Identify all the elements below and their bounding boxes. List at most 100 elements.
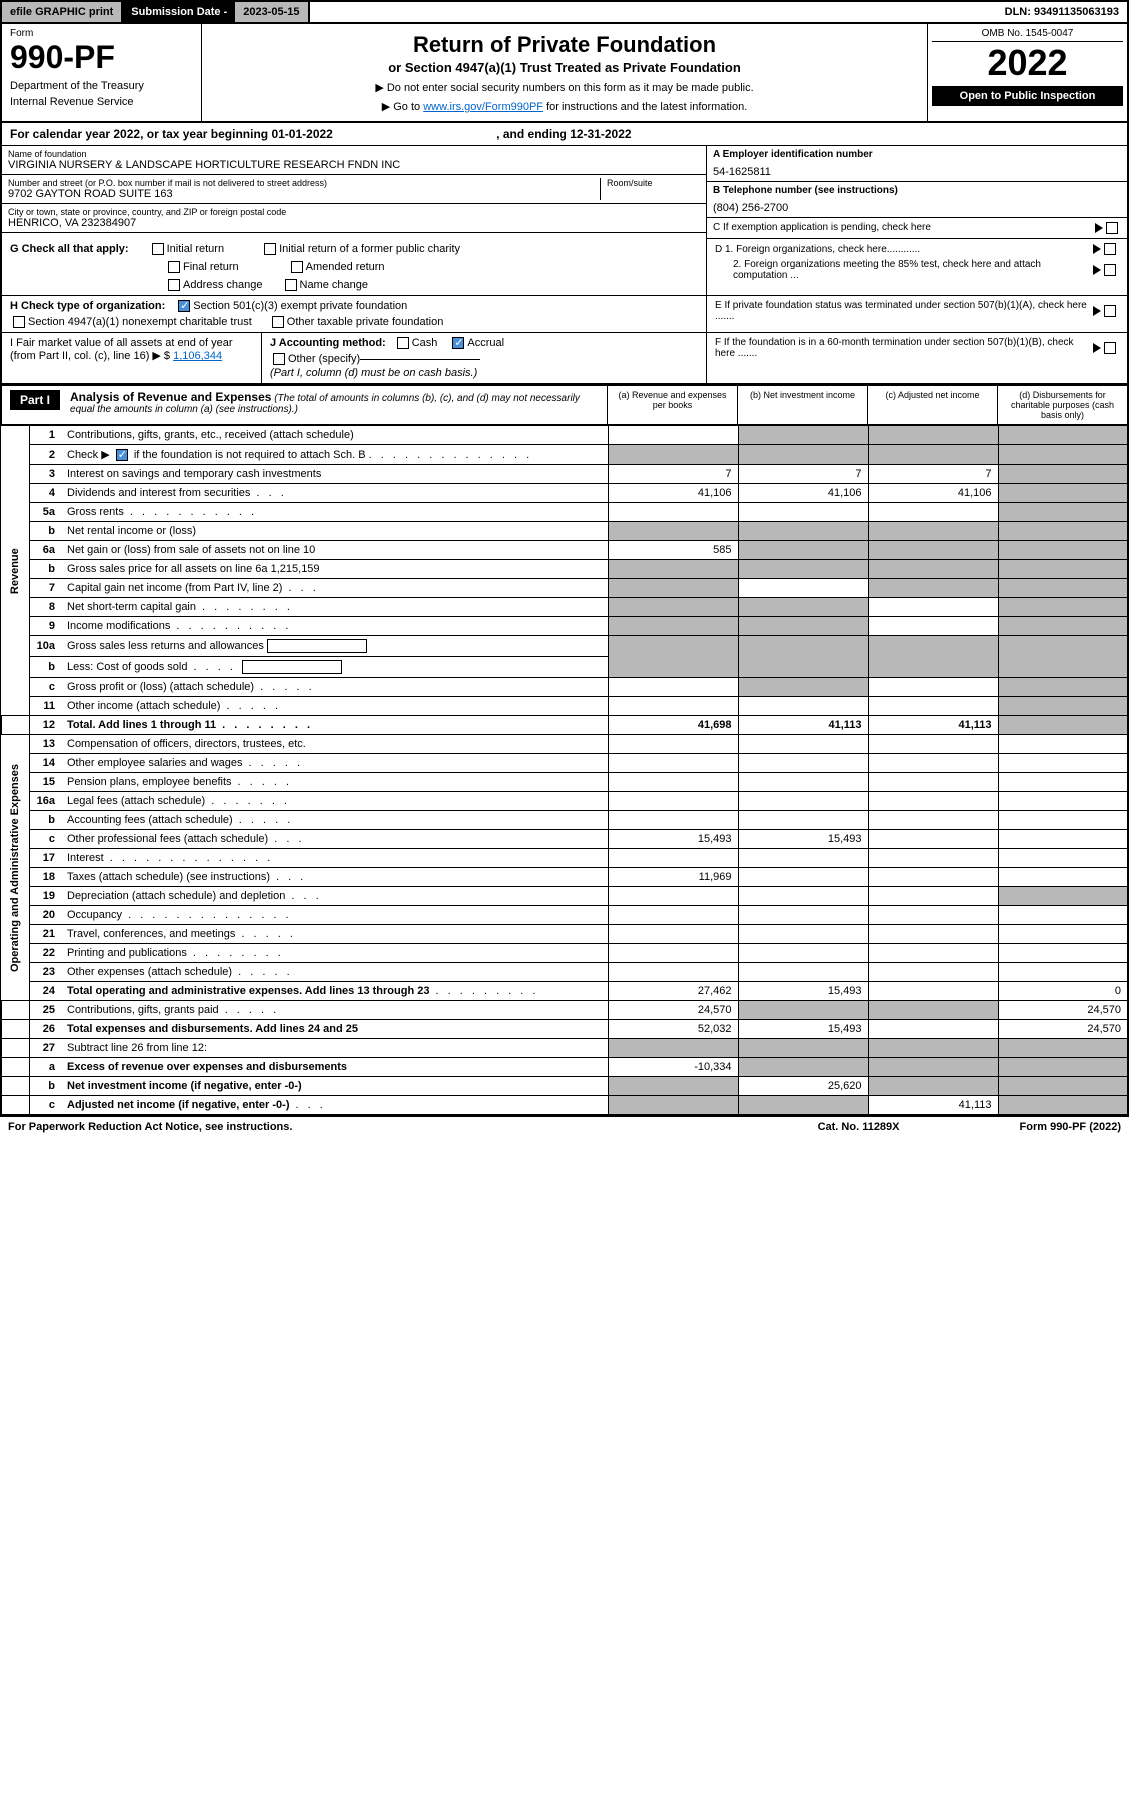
row-num: 2 [29, 445, 61, 465]
h-label: H Check type of organization: [10, 300, 165, 312]
e-section: E If private foundation status was termi… [707, 296, 1127, 332]
accrual-checkbox[interactable] [452, 337, 464, 349]
header-center: Return of Private Foundation or Section … [202, 24, 927, 121]
row-desc: Compensation of officers, directors, tru… [61, 735, 608, 754]
exemption-checkbox[interactable] [1106, 222, 1118, 234]
row-desc: Printing and publications [67, 947, 187, 959]
row-num: a [29, 1058, 61, 1077]
amended-return-checkbox[interactable] [291, 261, 303, 273]
cell-value: 7 [608, 465, 738, 484]
form-note2: ▶ Go to www.irs.gov/Form990PF for instru… [210, 100, 919, 113]
final-return-checkbox[interactable] [168, 261, 180, 273]
table-row: 18 Taxes (attach schedule) (see instruct… [1, 868, 1128, 887]
cell-value: 7 [738, 465, 868, 484]
e-checkbox[interactable] [1104, 305, 1116, 317]
i-cell: I Fair market value of all assets at end… [2, 333, 262, 383]
row-desc: Other professional fees (attach schedule… [67, 833, 268, 845]
row-desc: Interest on savings and temporary cash i… [61, 465, 608, 484]
row-desc: Other employee salaries and wages [67, 757, 242, 769]
footer-right: Form 990-PF (2022) [1020, 1121, 1121, 1133]
d1-checkbox[interactable] [1104, 243, 1116, 255]
h-opt-2: Section 4947(a)(1) nonexempt charitable … [28, 316, 252, 328]
part1-title: Analysis of Revenue and Expenses [70, 390, 271, 404]
i-j-section: I Fair market value of all assets at end… [2, 333, 707, 383]
initial-public-checkbox[interactable] [264, 243, 276, 255]
efile-print-button[interactable]: efile GRAPHIC print [2, 2, 123, 22]
cell-value: 41,106 [738, 484, 868, 503]
row-desc: Total. Add lines 1 through 11 [67, 719, 216, 731]
row-num: 26 [29, 1020, 61, 1039]
table-row: 15 Pension plans, employee benefits . . … [1, 773, 1128, 792]
row-desc: Pension plans, employee benefits [67, 776, 232, 788]
initial-return-checkbox[interactable] [152, 243, 164, 255]
4947a1-checkbox[interactable] [13, 316, 25, 328]
dept-treasury: Department of the Treasury [10, 80, 193, 92]
row-desc: Travel, conferences, and meetings [67, 928, 235, 940]
schb-checkbox[interactable] [116, 449, 128, 461]
j-cell: J Accounting method: Cash Accrual Other … [262, 333, 706, 383]
g-opt-2: Final return [183, 261, 239, 273]
address-label: Number and street (or P.O. box number if… [8, 178, 600, 188]
g-section: G Check all that apply: Initial return I… [2, 239, 707, 295]
row-desc: Other expenses (attach schedule) [67, 966, 232, 978]
cell-value: 15,493 [738, 830, 868, 849]
row-num: 20 [29, 906, 61, 925]
row-desc: Net gain or (loss) from sale of assets n… [61, 541, 608, 560]
row-desc: Contributions, gifts, grants, etc., rece… [61, 426, 608, 445]
row-num: 1 [29, 426, 61, 445]
row-desc: Net rental income or (loss) [67, 525, 196, 537]
row-num: 25 [29, 1001, 61, 1020]
row-num: 8 [29, 598, 61, 617]
part1-header: Part I Analysis of Revenue and Expenses … [0, 385, 1129, 425]
row-num: 15 [29, 773, 61, 792]
j-note: (Part I, column (d) must be on cash basi… [270, 367, 698, 379]
d-section: D 1. Foreign organizations, check here..… [707, 239, 1127, 295]
omb-number: OMB No. 1545-0047 [932, 28, 1123, 42]
table-row: 11 Other income (attach schedule) . . . … [1, 697, 1128, 716]
footer-left: For Paperwork Reduction Act Notice, see … [8, 1121, 292, 1133]
row-desc: Accounting fees (attach schedule) [67, 814, 233, 826]
info-left: Name of foundation VIRGINIA NURSERY & LA… [2, 146, 707, 239]
row-num: b [29, 811, 61, 830]
name-change-checkbox[interactable] [285, 279, 297, 291]
row-desc: Other income (attach schedule) [67, 700, 220, 712]
form-number: 990-PF [10, 39, 193, 76]
other-method-checkbox[interactable] [273, 353, 285, 365]
open-public-badge: Open to Public Inspection [932, 86, 1123, 106]
triangle-icon [1093, 265, 1101, 275]
cal-year-end: 12-31-2022 [570, 127, 631, 141]
address-change-checkbox[interactable] [168, 279, 180, 291]
d2-checkbox[interactable] [1104, 264, 1116, 276]
row-desc: Gross sales less returns and allowances [67, 640, 264, 652]
501c3-checkbox[interactable] [178, 300, 190, 312]
fmv-value[interactable]: 1,106,344 [173, 350, 222, 362]
table-row: 16a Legal fees (attach schedule) . . . .… [1, 792, 1128, 811]
col-d-header: (d) Disbursements for charitable purpose… [997, 386, 1127, 424]
row-desc: Legal fees (attach schedule) [67, 795, 205, 807]
table-row: 19 Depreciation (attach schedule) and de… [1, 887, 1128, 906]
other-taxable-checkbox[interactable] [272, 316, 284, 328]
form990pf-link[interactable]: www.irs.gov/Form990PF [423, 101, 543, 113]
triangle-icon [1093, 306, 1101, 316]
row-num: c [29, 830, 61, 849]
h-e-row: H Check type of organization: Section 50… [0, 296, 1129, 333]
e-label: E If private foundation status was termi… [715, 300, 1093, 322]
row-num: c [29, 1096, 61, 1115]
row-desc: Gross profit or (loss) (attach schedule) [67, 681, 254, 693]
cash-checkbox[interactable] [397, 337, 409, 349]
table-row: 27 Subtract line 26 from line 12: [1, 1039, 1128, 1058]
row-desc: Contributions, gifts, grants paid [67, 1004, 219, 1016]
row-num: b [29, 657, 61, 678]
note2-pre: ▶ Go to [382, 101, 423, 113]
row-num: 12 [29, 716, 61, 735]
revenue-side-label: Revenue [1, 426, 29, 716]
col-b-header: (b) Net investment income [737, 386, 867, 424]
row-num: 3 [29, 465, 61, 484]
table-row: b Accounting fees (attach schedule) . . … [1, 811, 1128, 830]
f-checkbox[interactable] [1104, 342, 1116, 354]
table-row: 2 Check ▶ if the foundation is not requi… [1, 445, 1128, 465]
info-grid: Name of foundation VIRGINIA NURSERY & LA… [0, 146, 1129, 239]
g-label: G Check all that apply: [10, 243, 129, 255]
row-num: 4 [29, 484, 61, 503]
table-row: 14 Other employee salaries and wages . .… [1, 754, 1128, 773]
